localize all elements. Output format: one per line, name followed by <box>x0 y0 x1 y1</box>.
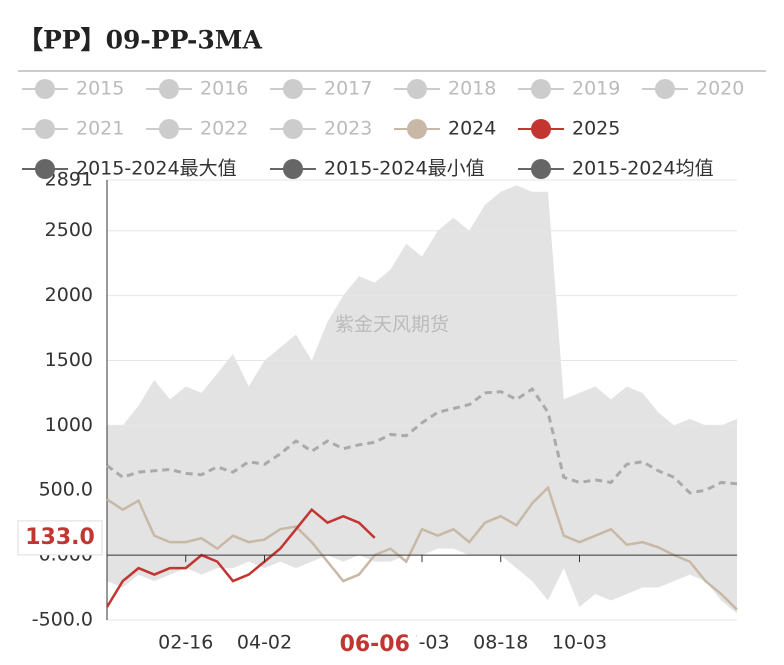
y-tick-label: 1500 <box>45 349 93 371</box>
legend-item: 2019 <box>518 78 620 100</box>
legend-dot <box>531 159 551 179</box>
crosshair-y-label: 133.0 <box>25 525 95 550</box>
legend-label: 2015-2024均值 <box>572 158 714 180</box>
legend-label: 2023 <box>324 118 372 140</box>
legend-item: 2017 <box>270 78 372 100</box>
crosshair-x-bg <box>332 628 417 660</box>
x-tick-label: 10-03 <box>552 632 607 654</box>
chart-title: 【PP】09-PP-3MA <box>18 26 262 55</box>
legend-item: 2025 <box>518 118 620 140</box>
legend-item: 2015 <box>22 78 124 100</box>
legend-item: 2015-2024均值 <box>518 158 714 180</box>
legend-dot <box>407 119 427 139</box>
legend-dot <box>35 159 55 179</box>
crosshair-y-bg <box>17 520 103 556</box>
x-tick-label: 04-02 <box>237 632 292 654</box>
legend-item: 2024 <box>394 118 496 140</box>
series-line <box>106 386 738 495</box>
legend-label: 2024 <box>448 118 496 140</box>
x-tick-label: 02-16 <box>158 632 213 654</box>
y-tick-label: 2000 <box>45 284 93 306</box>
y-tick-label: 2500 <box>45 219 93 241</box>
y-tick-label: 1000 <box>45 414 93 436</box>
legend-item: 2021 <box>22 118 124 140</box>
legend-label: 2022 <box>200 118 248 140</box>
legend-item: 2023 <box>270 118 372 140</box>
y-tick-label: 500.0 <box>39 479 93 501</box>
legend-dot <box>531 79 551 99</box>
legend-item: 2022 <box>146 118 248 140</box>
legend-dot <box>531 119 551 139</box>
legend-label: 2025 <box>572 118 620 140</box>
legend-label: 2015-2024最大值 <box>76 158 237 180</box>
legend-dot <box>283 159 303 179</box>
x-tick-label: 08-18 <box>473 632 528 654</box>
legend-label: 2015 <box>76 78 124 100</box>
legend-label: 2018 <box>448 78 496 100</box>
legend-dot <box>407 79 427 99</box>
legend-dot <box>159 79 179 99</box>
max-min-band <box>107 185 737 614</box>
legend-item: 2016 <box>146 78 248 100</box>
y-tick-label: -500.0 <box>32 609 93 631</box>
legend-label: 2019 <box>572 78 620 100</box>
legend-dot <box>35 79 55 99</box>
crosshair-x-label: 06-06 <box>340 632 410 657</box>
legend-label: 2021 <box>76 118 124 140</box>
legend-label: 2020 <box>696 78 744 100</box>
legend-label: 2015-2024最小值 <box>324 158 485 180</box>
y-tick-label: 2891 <box>45 169 93 191</box>
series-line <box>106 485 738 611</box>
legend-dot <box>283 79 303 99</box>
legend-label: 2016 <box>200 78 248 100</box>
legend-dot <box>159 119 179 139</box>
series-line <box>105 507 376 608</box>
legend-dot <box>283 119 303 139</box>
legend-item: 2015-2024最大值 <box>22 158 237 180</box>
legend-item: 2018 <box>394 78 496 100</box>
legend-dot <box>35 119 55 139</box>
watermark: 紫金天风期货 <box>335 314 449 336</box>
legend-label: 2017 <box>324 78 372 100</box>
legend-item: 2020 <box>642 78 744 100</box>
legend-item: 2015-2024最小值 <box>270 158 485 180</box>
legend-dot <box>655 79 675 99</box>
